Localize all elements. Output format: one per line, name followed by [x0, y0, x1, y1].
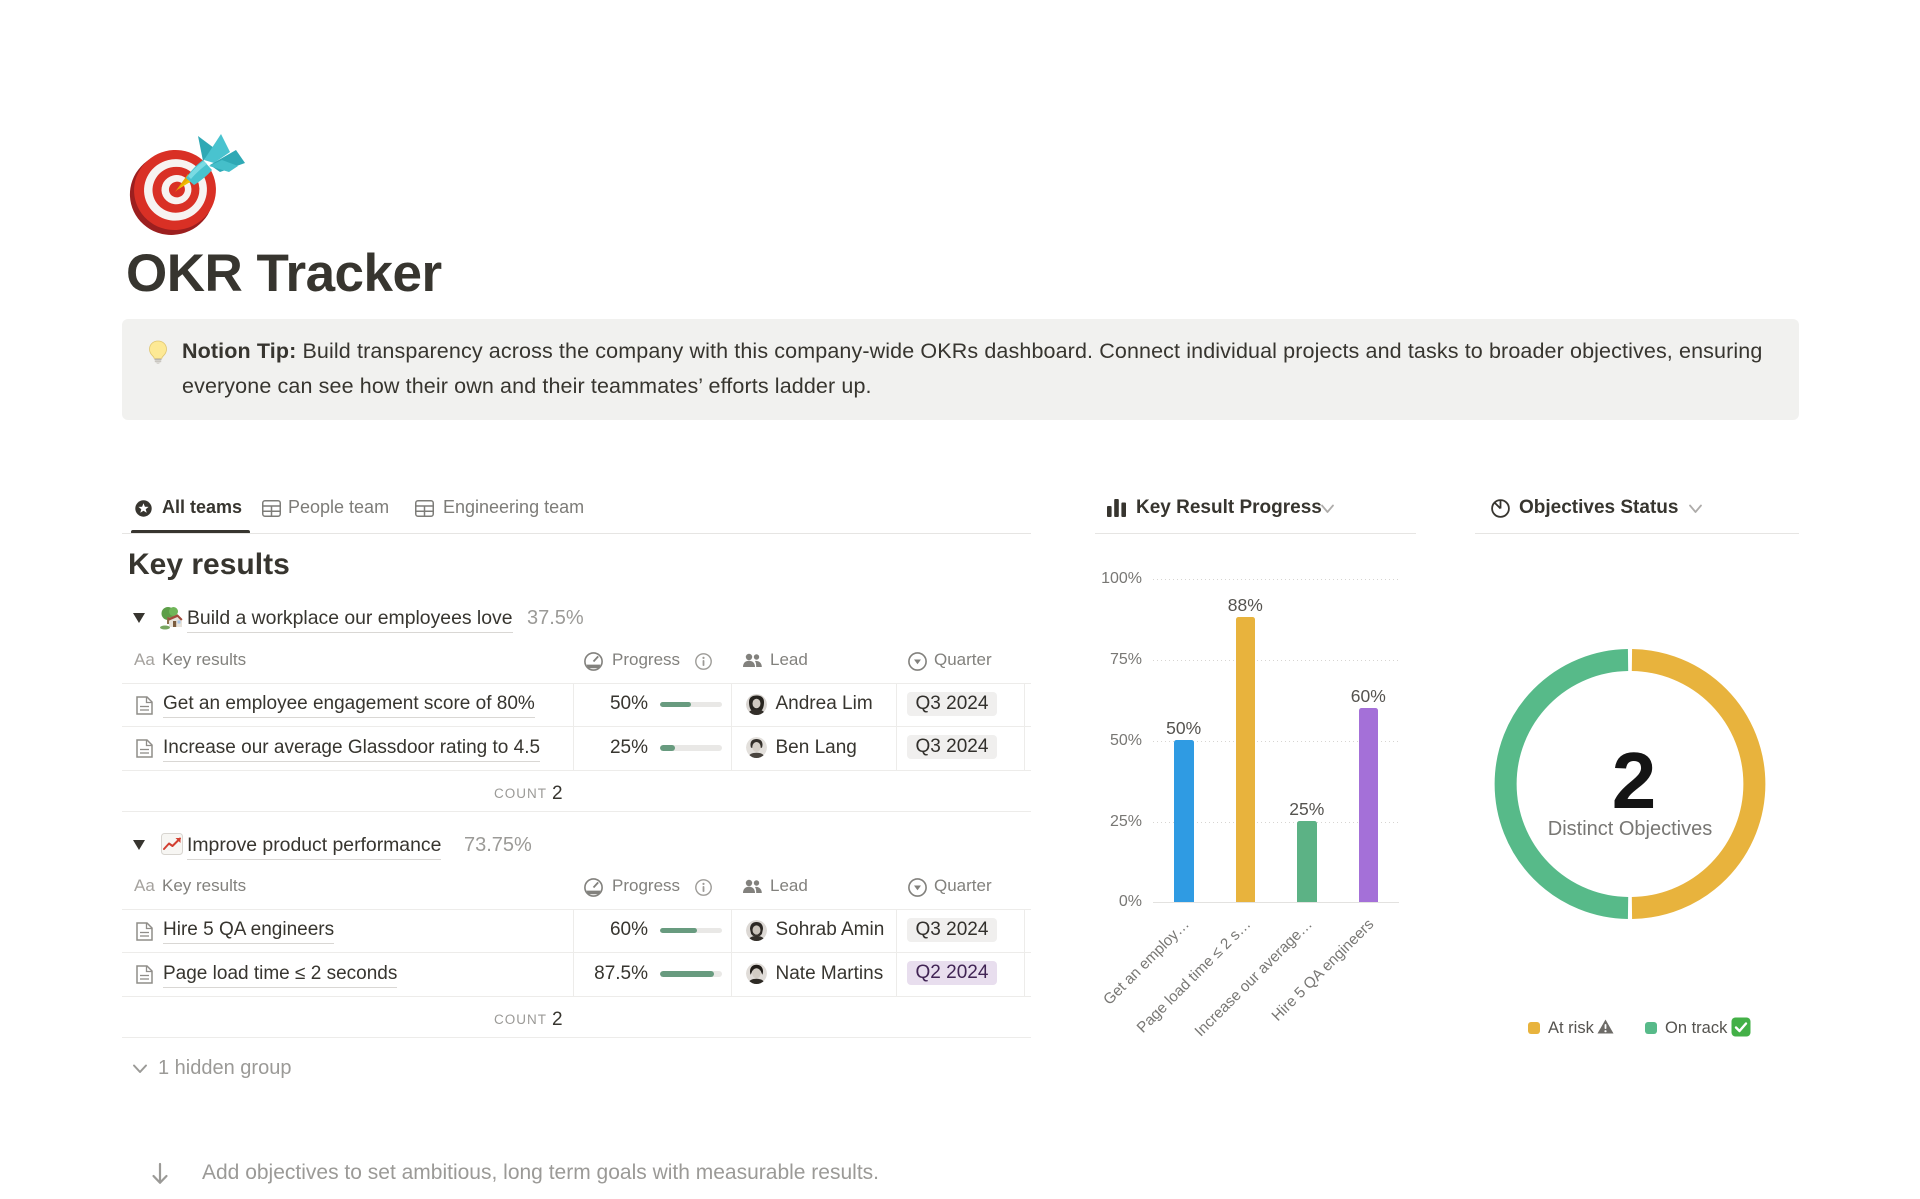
svg-text:Page load time ≤ 2 s…: Page load time ≤ 2 s… [1134, 916, 1255, 1037]
svg-text:Hire 5 QA engineers: Hire 5 QA engineers [1269, 916, 1378, 1025]
svg-text:Increase our average…: Increase our average… [1192, 916, 1316, 1040]
